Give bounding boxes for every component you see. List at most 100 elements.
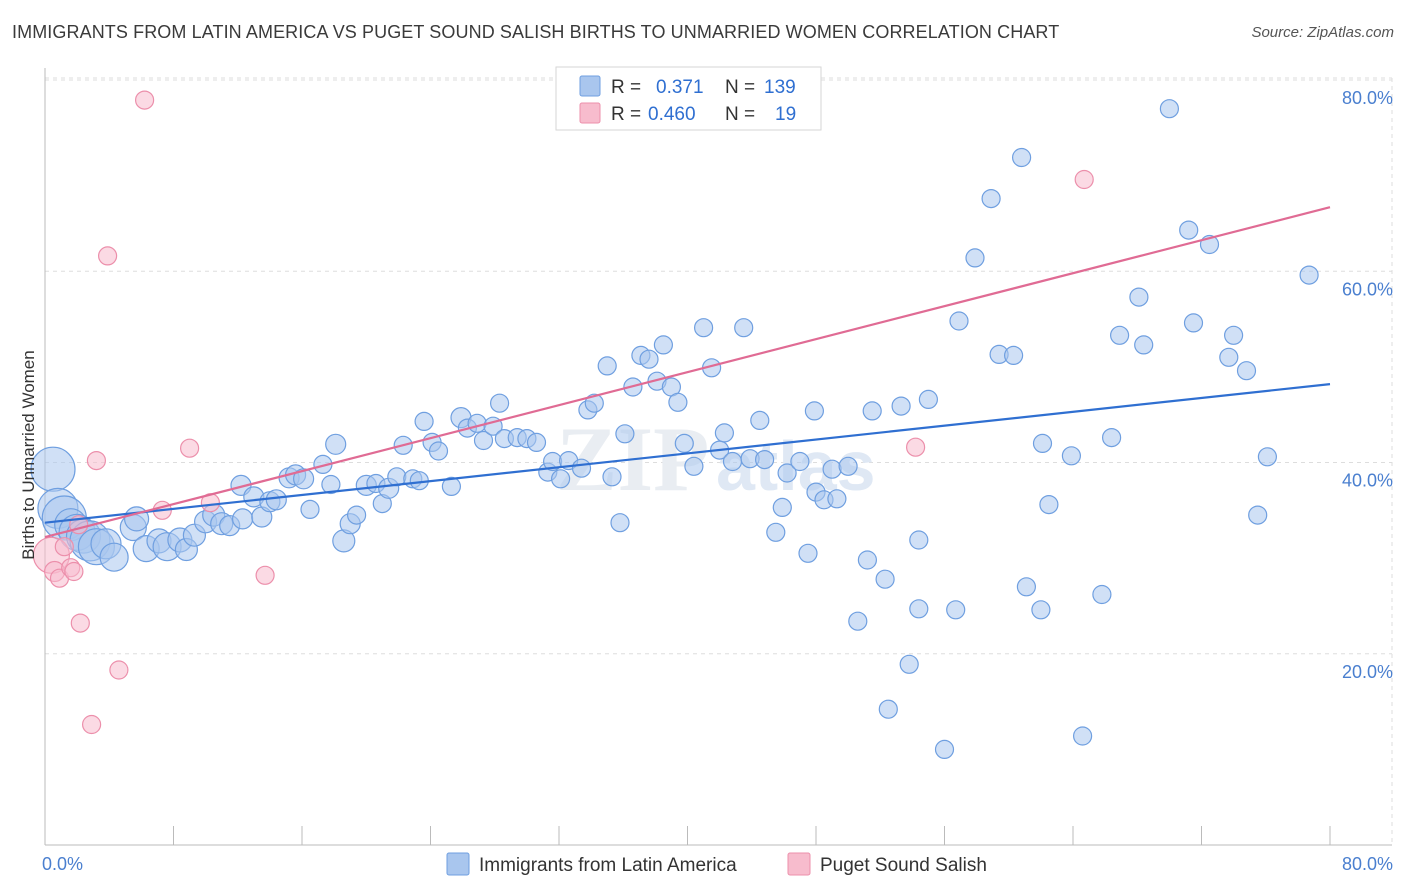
puget-sound-point [64, 561, 84, 582]
legend-n-value-pink: 19 [775, 104, 796, 125]
legend-n-value-blue: 139 [764, 77, 796, 98]
latin-america-point [965, 248, 985, 268]
puget-sound-trend-line [44, 206, 1331, 539]
latin-america-point [300, 499, 320, 519]
y-axis-title: Births to Unmarried Women [19, 350, 38, 559]
latin-america-point [790, 451, 810, 472]
latin-america-point [848, 611, 868, 631]
latin-america-point [347, 505, 367, 525]
latin-america-point [1092, 584, 1112, 605]
latin-america-point [899, 654, 919, 674]
latin-america-point [639, 349, 659, 369]
puget-sound-point [70, 613, 90, 633]
latin-america-point [766, 522, 786, 542]
y-tick-label-40: 40.0% [1342, 471, 1393, 491]
latin-america-point [1299, 265, 1319, 285]
y-tick-labels: 20.0% 40.0% 60.0% 80.0% [1342, 88, 1393, 682]
latin-america-point [827, 489, 847, 509]
latin-america-point [526, 432, 547, 452]
y-tick-label-60: 60.0% [1342, 279, 1393, 299]
latin-america-point [734, 318, 754, 338]
latin-america-point [918, 389, 939, 409]
legend-n-label-blue: N = [725, 77, 755, 98]
legend-r-label-blue: R = [611, 77, 641, 98]
puget-sound-point [1074, 169, 1094, 190]
latin-america-point [949, 311, 969, 331]
latin-america-point [722, 451, 743, 472]
latin-america-point [1039, 495, 1059, 515]
latin-america-point [325, 433, 347, 455]
trend-lines [44, 206, 1331, 539]
latin-america-point [1016, 577, 1037, 597]
stats-legend: R = 0.371 N = 139 R = 0.460 N = 19 [555, 66, 822, 131]
source-credit: Source: ZipAtlas.com [1251, 24, 1394, 41]
series-legend-label-pink: Puget Sound Salish [820, 855, 987, 876]
latin-america-point [684, 456, 704, 476]
legend-r-value-blue: 0.371 [656, 77, 704, 98]
latin-america-point [1219, 347, 1239, 367]
latin-america-point [1257, 447, 1278, 467]
latin-america-point [798, 543, 818, 563]
legend-r-label-pink: R = [611, 104, 641, 125]
legend-swatch-blue [579, 75, 601, 97]
latin-america-point [321, 474, 341, 495]
latin-america-point [232, 508, 254, 530]
latin-america-point [1032, 433, 1053, 453]
latin-america-point [653, 335, 674, 355]
latin-america-point [878, 699, 898, 719]
latin-america-point [1003, 345, 1024, 365]
latin-america-point [674, 433, 694, 453]
latin-america-point [1248, 505, 1268, 525]
latin-america-point [1134, 335, 1154, 355]
latin-america-point [473, 430, 494, 451]
latin-america-point [414, 411, 434, 431]
latin-america-point [1011, 147, 1032, 168]
latin-america-point [1179, 220, 1199, 240]
latin-america-point [981, 189, 1001, 209]
latin-america-point [891, 396, 911, 416]
latin-america-point [1183, 313, 1204, 333]
latin-america-point [265, 489, 287, 511]
x-tick-labels: 0.0% 80.0% [42, 854, 1393, 874]
latin-america-point [571, 458, 592, 478]
latin-america-point [772, 497, 792, 517]
latin-america-point [668, 392, 688, 412]
legend-swatch-pink [579, 102, 601, 124]
latin-america-point [909, 530, 929, 550]
latin-america-point [602, 467, 622, 487]
latin-america-point [1031, 600, 1051, 620]
latin-america-point [777, 463, 797, 483]
series-legend-swatch-pink [787, 852, 811, 876]
latin-america-point [467, 413, 487, 433]
latin-america-point [909, 599, 929, 619]
latin-america-point [615, 424, 635, 444]
puget-sound-point [81, 714, 102, 735]
puget-sound-point [180, 438, 200, 458]
latin-america-point [441, 476, 461, 496]
latin-america-point [1223, 325, 1244, 345]
latin-america-point [293, 468, 315, 490]
latin-america-point [875, 569, 895, 589]
puget-sound-point [905, 437, 926, 457]
y-tick-label-20: 20.0% [1342, 662, 1393, 682]
series-legend: Immigrants from Latin America Puget Soun… [446, 852, 987, 876]
series-legend-label-blue: Immigrants from Latin America [479, 855, 737, 876]
latin-america-point [1129, 287, 1149, 307]
latin-america-point [550, 469, 571, 489]
puget-sound-point [255, 565, 275, 585]
puget-sound-point [86, 451, 107, 471]
series-puget-sound-points [32, 90, 1094, 735]
puget-sound-point [135, 90, 155, 110]
latin-america-point [750, 410, 770, 430]
latin-america-point [428, 441, 449, 461]
puget-sound-point [54, 537, 74, 557]
latin-america-point [934, 739, 955, 760]
latin-america-point [584, 393, 604, 413]
series-legend-swatch-blue [446, 852, 470, 876]
latin-america-point [714, 423, 735, 443]
latin-america-point [862, 401, 882, 421]
latin-america-point [822, 459, 842, 479]
latin-america-point [610, 513, 630, 533]
puget-sound-point [97, 246, 118, 266]
puget-sound-point [109, 660, 129, 680]
